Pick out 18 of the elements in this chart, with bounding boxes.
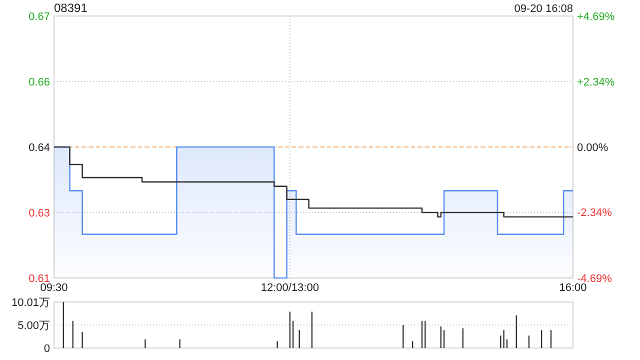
y-tick-label: 10.01万 [11,296,50,309]
y-tick-label: 0.66 [28,76,50,88]
x-tick-label: 09:30 [40,282,68,294]
y-tick-label: 0.61 [28,272,50,285]
x-tick-label: 16:00 [559,282,587,294]
y-tick-label: 0.63 [28,207,50,220]
y2-tick-label: -2.34% [577,207,612,220]
chart-title: 08391 [54,1,88,15]
y2-tick-label: -4.69% [577,272,612,285]
y2-tick-label: 0.00% [577,142,608,154]
y-tick-label: 5.00万 [18,320,50,332]
y-tick-label: 0.67 [28,10,50,23]
y2-tick-label: +2.34% [577,76,615,88]
y-tick-label: 0 [44,342,50,355]
chart-subtitle: 09-20 16:08 [514,3,573,15]
x-tick-label: 12:00/13:00 [260,282,319,294]
y-tick-label: 0.64 [28,142,50,154]
y2-tick-label: +4.69% [577,10,615,23]
